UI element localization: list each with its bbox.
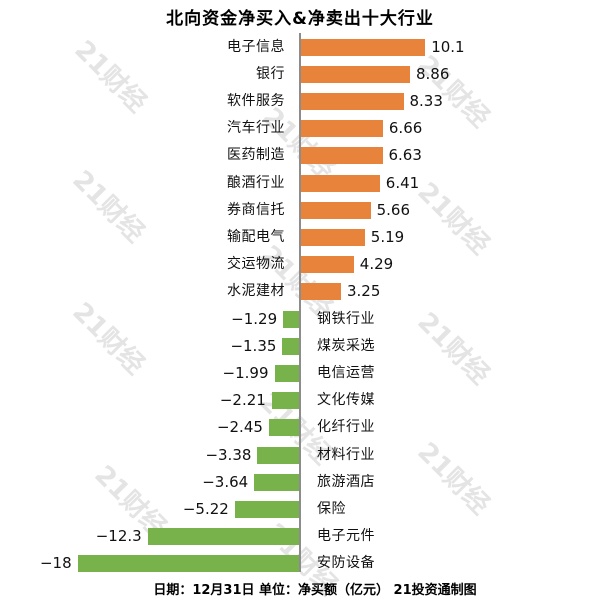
value-label: 3.25 [347, 282, 381, 301]
category-label: 银行 [256, 65, 285, 82]
positive-bar [301, 283, 341, 301]
negative-bar [257, 446, 299, 464]
category-label: 水泥建材 [227, 283, 285, 300]
category-label: 保险 [317, 500, 346, 517]
category-label: 化纤行业 [317, 419, 375, 436]
watermark: 21财经 [411, 436, 496, 521]
value-label: 5.19 [370, 227, 405, 246]
category-label: 交运物流 [227, 256, 285, 273]
positive-bar [301, 65, 410, 83]
watermark: 21财经 [411, 176, 496, 261]
category-label: 汽车行业 [227, 120, 285, 137]
chart-footnote: 日期：12月31日 单位：净买额（亿元） 21投资通制图 [153, 583, 477, 598]
positive-bar [301, 147, 383, 165]
value-label: −3.64 [202, 472, 249, 491]
positive-bar [301, 256, 354, 274]
value-label: 4.29 [359, 255, 394, 274]
negative-bar [147, 528, 299, 546]
negative-bar [234, 500, 299, 518]
positive-bar [301, 120, 383, 138]
category-label: 券商信托 [227, 201, 285, 218]
positive-bar [301, 201, 371, 219]
zero-axis-line [299, 33, 301, 572]
negative-bar [77, 555, 299, 573]
category-label: 煤炭采选 [317, 337, 375, 354]
negative-bar [268, 419, 299, 437]
value-label: 5.66 [376, 200, 410, 219]
positive-bar [301, 38, 426, 56]
watermark: 21财经 [411, 49, 496, 134]
category-label: 软件服务 [227, 92, 285, 109]
category-label: 安防设备 [317, 555, 375, 572]
value-label: 10.1 [431, 37, 465, 56]
chart-title: 北向资金净买入&净卖出十大行业 [166, 9, 434, 29]
negative-bar [271, 392, 299, 410]
category-label: 输配电气 [227, 228, 285, 245]
positive-bar [301, 228, 365, 246]
negative-bar [283, 310, 299, 328]
negative-bar [282, 337, 299, 355]
watermark: 21财经 [66, 296, 151, 381]
value-label: −1.99 [222, 363, 269, 382]
value-label: 6.63 [388, 146, 422, 165]
value-label: 6.66 [388, 119, 423, 138]
value-label: −1.35 [230, 336, 277, 355]
value-label: −2.21 [219, 391, 266, 410]
category-label: 文化传媒 [317, 392, 375, 409]
value-label: 6.41 [385, 173, 420, 192]
category-label: 酿酒行业 [227, 174, 285, 191]
category-label: 电信运营 [317, 364, 375, 381]
positive-bar [301, 92, 404, 110]
value-label: −1.29 [231, 309, 278, 328]
watermark: 21财经 [411, 306, 496, 391]
category-label: 电子元件 [317, 528, 375, 545]
category-label: 电子信息 [227, 38, 285, 55]
value-label: −18 [39, 554, 72, 573]
category-label: 钢铁行业 [317, 310, 375, 327]
value-label: −5.22 [182, 499, 229, 518]
category-label: 医药制造 [227, 147, 285, 164]
value-label: −2.45 [216, 418, 263, 437]
category-label: 旅游酒店 [317, 473, 375, 490]
negative-bar [254, 473, 299, 491]
watermark: 21财经 [68, 34, 153, 119]
value-label: 8.86 [416, 64, 450, 83]
value-label: 8.33 [409, 91, 443, 110]
value-label: −12.3 [95, 527, 142, 546]
watermark: 21财经 [66, 164, 151, 249]
value-label: −3.38 [205, 445, 252, 464]
category-label: 材料行业 [317, 446, 375, 463]
positive-bar [301, 174, 380, 192]
negative-bar [274, 364, 299, 382]
